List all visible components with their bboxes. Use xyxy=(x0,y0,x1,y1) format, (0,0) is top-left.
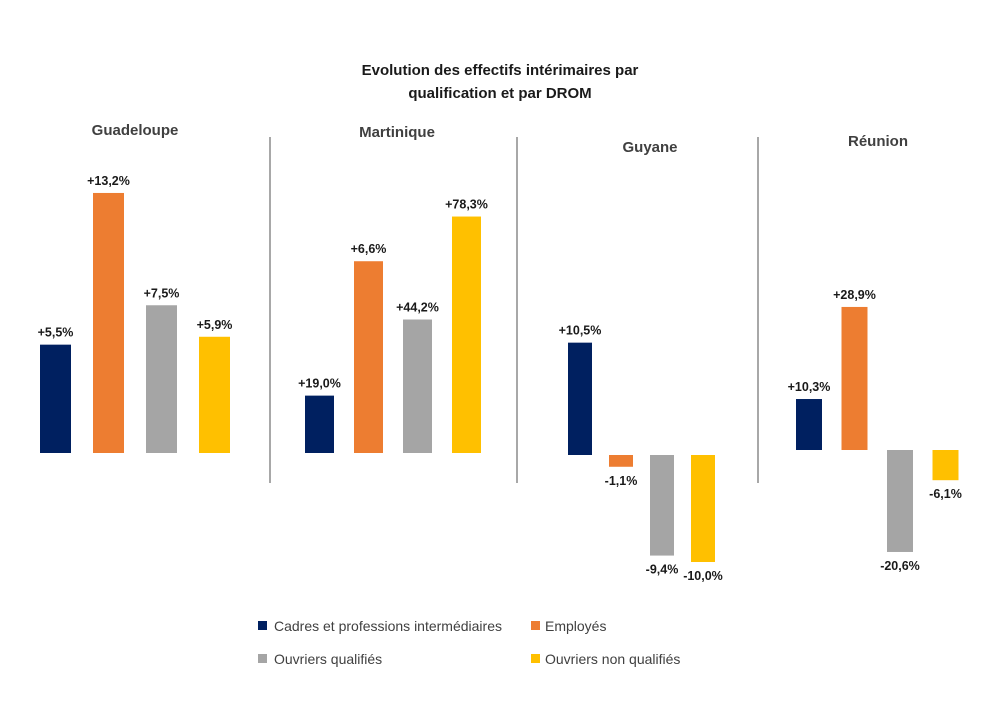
bar-ouvriers-qualifies xyxy=(403,319,432,453)
bar-ouvriers-qualifies xyxy=(146,305,177,453)
data-label: -20,6% xyxy=(880,559,920,573)
data-label: +78,3% xyxy=(445,198,488,212)
panel-title: Martinique xyxy=(359,124,435,141)
data-label: +28,9% xyxy=(833,288,876,302)
bar-ouvriers-non-qualifies xyxy=(199,336,230,453)
bar-cadres-et-professions-intermediaires xyxy=(40,344,71,453)
bar-ouvriers-qualifies xyxy=(887,450,913,552)
legend-item-employes: Employés xyxy=(531,618,606,634)
data-label: +7,5% xyxy=(144,286,180,300)
data-label: -6,1% xyxy=(929,487,962,501)
bar-employes xyxy=(609,455,633,467)
data-label: +13,2% xyxy=(87,174,130,188)
data-label: +5,9% xyxy=(197,318,233,332)
legend-swatch xyxy=(531,654,540,663)
panel-title: Guadeloupe xyxy=(92,122,179,139)
bar-employes xyxy=(841,306,868,450)
bar-ouvriers-non-qualifies xyxy=(691,455,715,562)
bar-cadres-et-professions-intermediaires xyxy=(305,395,334,453)
bar-cadres-et-professions-intermediaires xyxy=(568,342,592,455)
panel-martinique: Martinique +19,0% +6,6% +44,2% +78,3% xyxy=(298,124,488,453)
data-label: +10,5% xyxy=(559,324,602,338)
data-label: -9,4% xyxy=(646,563,679,577)
legend-swatch xyxy=(531,621,540,630)
bar-ouvriers-non-qualifies xyxy=(452,216,481,453)
data-label: -10,0% xyxy=(683,569,723,583)
legend-item-ouvriers-non-qualifies: Ouvriers non qualifiés xyxy=(531,651,680,667)
legend-swatch xyxy=(258,654,267,663)
panel-reunion: Réunion +10,3% +28,9% -20,6% -6,1% xyxy=(788,133,962,573)
data-label: +5,5% xyxy=(38,326,74,340)
panel-title: Réunion xyxy=(848,133,908,150)
legend-label: Cadres et professions intermédiaires xyxy=(274,618,502,634)
chart-title-line-2: qualification et par DROM xyxy=(408,85,591,102)
chart-title-line-1: Evolution des effectifs intérimaires par xyxy=(362,62,639,79)
data-label: +6,6% xyxy=(351,242,387,256)
data-label: -1,1% xyxy=(605,474,638,488)
legend: Cadres et professions intermédiaires Emp… xyxy=(258,618,680,667)
bar-employes xyxy=(354,261,383,453)
legend-item-ouvriers-qualifies: Ouvriers qualifiés xyxy=(258,651,382,667)
panel-guyane: Guyane +10,5% -1,1% -9,4% -10,0% xyxy=(559,139,723,583)
bar-ouvriers-qualifies xyxy=(650,455,674,556)
panel-guadeloupe: Guadeloupe +5,5% +13,2% +7,5% +5,9% xyxy=(38,122,233,453)
bar-employes xyxy=(93,192,124,453)
panel-title: Guyane xyxy=(622,139,677,156)
data-label: +44,2% xyxy=(396,301,439,315)
bar-ouvriers-non-qualifies xyxy=(932,450,959,481)
bar-cadres-et-professions-intermediaires xyxy=(796,399,822,450)
legend-label: Ouvriers qualifiés xyxy=(274,651,382,667)
legend-item-cadres: Cadres et professions intermédiaires xyxy=(258,618,502,634)
legend-label: Ouvriers non qualifiés xyxy=(545,651,680,667)
legend-swatch xyxy=(258,621,267,630)
data-label: +10,3% xyxy=(788,380,831,394)
legend-label: Employés xyxy=(545,618,606,634)
data-label: +19,0% xyxy=(298,377,341,391)
